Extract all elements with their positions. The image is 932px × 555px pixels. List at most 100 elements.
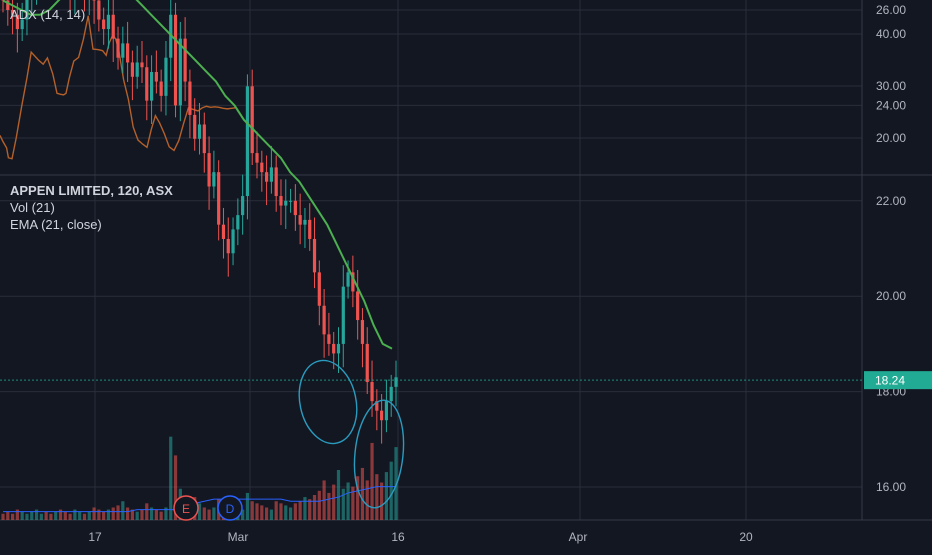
volume-bar — [366, 480, 369, 520]
candle-body — [265, 172, 268, 182]
volume-bar — [126, 508, 129, 521]
volume-bar — [49, 514, 52, 520]
candle-body — [121, 43, 124, 57]
volume-bar — [203, 508, 206, 521]
volume-bar — [116, 505, 119, 520]
volume-bar — [16, 510, 19, 520]
candle-body — [179, 39, 182, 106]
volume-bar — [54, 512, 57, 520]
symbol-label-text: APPEN LIMITED, 120, ASX — [10, 183, 173, 198]
candle-body — [184, 39, 187, 82]
volume-bar — [21, 512, 24, 520]
candle-body — [227, 239, 230, 253]
candle-body — [361, 320, 364, 344]
volume-bar — [169, 437, 172, 520]
candle-body — [140, 62, 143, 67]
candle-body — [251, 86, 254, 153]
candle-body — [294, 201, 297, 215]
candle-body — [112, 15, 115, 39]
candle-body — [394, 377, 397, 387]
candle-body — [164, 58, 167, 96]
candle-body — [207, 153, 210, 186]
price-axis-tick: 22.00 — [876, 194, 906, 208]
candle-body — [385, 401, 388, 420]
candle-body — [236, 215, 239, 229]
last-price-text: 18.24 — [875, 374, 905, 388]
volume-bar — [361, 468, 364, 520]
price-axis-tick: 20.00 — [876, 289, 906, 303]
volume-bar — [112, 508, 115, 521]
volume-plot — [1, 437, 397, 520]
adx-axis-tick: 30.00 — [876, 79, 906, 93]
volume-bar — [30, 512, 33, 520]
volume-bar — [265, 508, 268, 521]
candle-body — [337, 344, 340, 354]
candle-body — [116, 39, 119, 58]
vol-label: Vol (21) — [10, 200, 55, 215]
volume-bar — [332, 485, 335, 520]
candle-body — [370, 382, 373, 401]
volume-bar — [255, 503, 258, 520]
volume-bar — [207, 510, 210, 520]
volume-bar — [59, 510, 62, 520]
volume-bar — [375, 474, 378, 520]
volume-bar — [390, 462, 393, 520]
volume-bar — [342, 489, 345, 520]
candle-body — [332, 344, 335, 354]
volume-bar — [270, 510, 273, 520]
volume-bar — [40, 514, 43, 520]
adx-axis-tick: 20.00 — [876, 131, 906, 145]
candle-body — [289, 201, 292, 202]
time-axis-tick: 16 — [391, 530, 405, 544]
volume-bar — [370, 443, 373, 520]
volume-bar — [97, 510, 100, 520]
candle-body — [203, 124, 206, 153]
event-marker-d: D — [218, 496, 242, 520]
candle-body — [270, 167, 273, 181]
candle-body — [222, 225, 225, 239]
volume-bar — [246, 493, 249, 520]
volume-bar — [68, 514, 71, 520]
volume-bar — [294, 503, 297, 520]
candle-body — [327, 334, 330, 344]
candle-body — [323, 306, 326, 335]
candle-body — [131, 62, 134, 76]
volume-bar — [45, 512, 48, 520]
volume-bar — [284, 505, 287, 520]
candle-body — [279, 196, 282, 206]
event-marker-letter: E — [182, 502, 190, 516]
candle-body — [212, 172, 215, 186]
time-axis-tick: 17 — [88, 530, 102, 544]
candle-body — [255, 153, 258, 163]
price-axis-tick: 16.00 — [876, 480, 906, 494]
time-axis-tick: Mar — [228, 530, 249, 544]
price-axis-tick: 24.00 — [876, 98, 906, 112]
volume-bar — [1, 514, 4, 520]
candle-body — [342, 287, 345, 344]
time-axis-tick: Apr — [569, 530, 588, 544]
candle-body — [193, 115, 196, 139]
candle-body — [313, 239, 316, 272]
candle-body — [299, 215, 302, 225]
volume-bar — [212, 508, 215, 521]
candle-body — [145, 67, 148, 100]
volume-bar — [64, 512, 67, 520]
volume-bar — [308, 499, 311, 520]
volume-bar — [136, 512, 139, 520]
candle-body — [217, 172, 220, 224]
volume-bar — [289, 508, 292, 521]
price-axis-tick: 26.00 — [876, 3, 906, 17]
volume-bar — [78, 512, 81, 520]
volume-bar — [102, 512, 105, 520]
volume-bar — [303, 497, 306, 520]
volume-bar — [160, 512, 163, 520]
candle-body — [346, 272, 349, 286]
volume-bar — [260, 505, 263, 520]
volume-bar — [145, 503, 148, 520]
annotation-ellipse — [292, 355, 364, 449]
time-axis-tick: 20 — [739, 530, 753, 544]
candle-body — [102, 20, 105, 30]
volume-bar — [73, 510, 76, 520]
